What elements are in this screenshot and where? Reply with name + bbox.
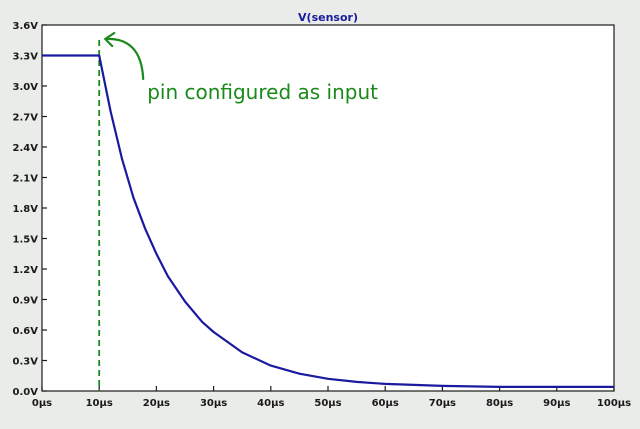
y-axis: 0.0V 0.3V 0.6V 0.9V 1.2V 1.5V 1.8V 2.1V 2.4V 2.7V… [13, 21, 47, 398]
y-tick-label: 2.7V [13, 113, 39, 124]
y-tick-label: 0.3V [13, 357, 39, 368]
y-tick-label: 3.6V [13, 21, 39, 32]
y-tick-label: 0.6V [13, 326, 39, 337]
x-tick-label: 0µs [32, 398, 52, 409]
y-tick-label: 1.2V [13, 265, 39, 276]
x-tick-label: 80µs [486, 398, 513, 409]
y-tick-label: 3.3V [13, 52, 39, 63]
x-tick-label: 70µs [429, 398, 456, 409]
y-tick-label: 3.0V [13, 82, 39, 93]
x-axis: 0µs 10µs 20µs 30µs 40µs 50µs 60µs 70µs 80µs 90µs 1… [32, 386, 631, 409]
y-tick-label: 1.5V [13, 235, 39, 246]
y-tick-label: 1.8V [13, 204, 39, 215]
x-tick-label: 60µs [372, 398, 399, 409]
chart-title: V(sensor) [298, 11, 358, 24]
y-tick-label: 0.0V [13, 387, 39, 398]
annotation-arrow [104, 31, 145, 81]
y-tick-label: 0.9V [13, 296, 39, 307]
x-tick-label: 50µs [314, 398, 341, 409]
y-tick-label: 2.4V [13, 143, 39, 154]
x-tick-label: 30µs [200, 398, 227, 409]
x-tick-label: 100µs [597, 398, 631, 409]
x-tick-label: 10µs [86, 398, 113, 409]
annotation-label: pin configured as input [147, 80, 378, 104]
x-tick-label: 20µs [143, 398, 170, 409]
series-line [42, 54, 614, 388]
y-tick-label: 2.1V [13, 174, 39, 185]
x-tick-label: 90µs [543, 398, 570, 409]
x-tick-label: 40µs [257, 398, 284, 409]
